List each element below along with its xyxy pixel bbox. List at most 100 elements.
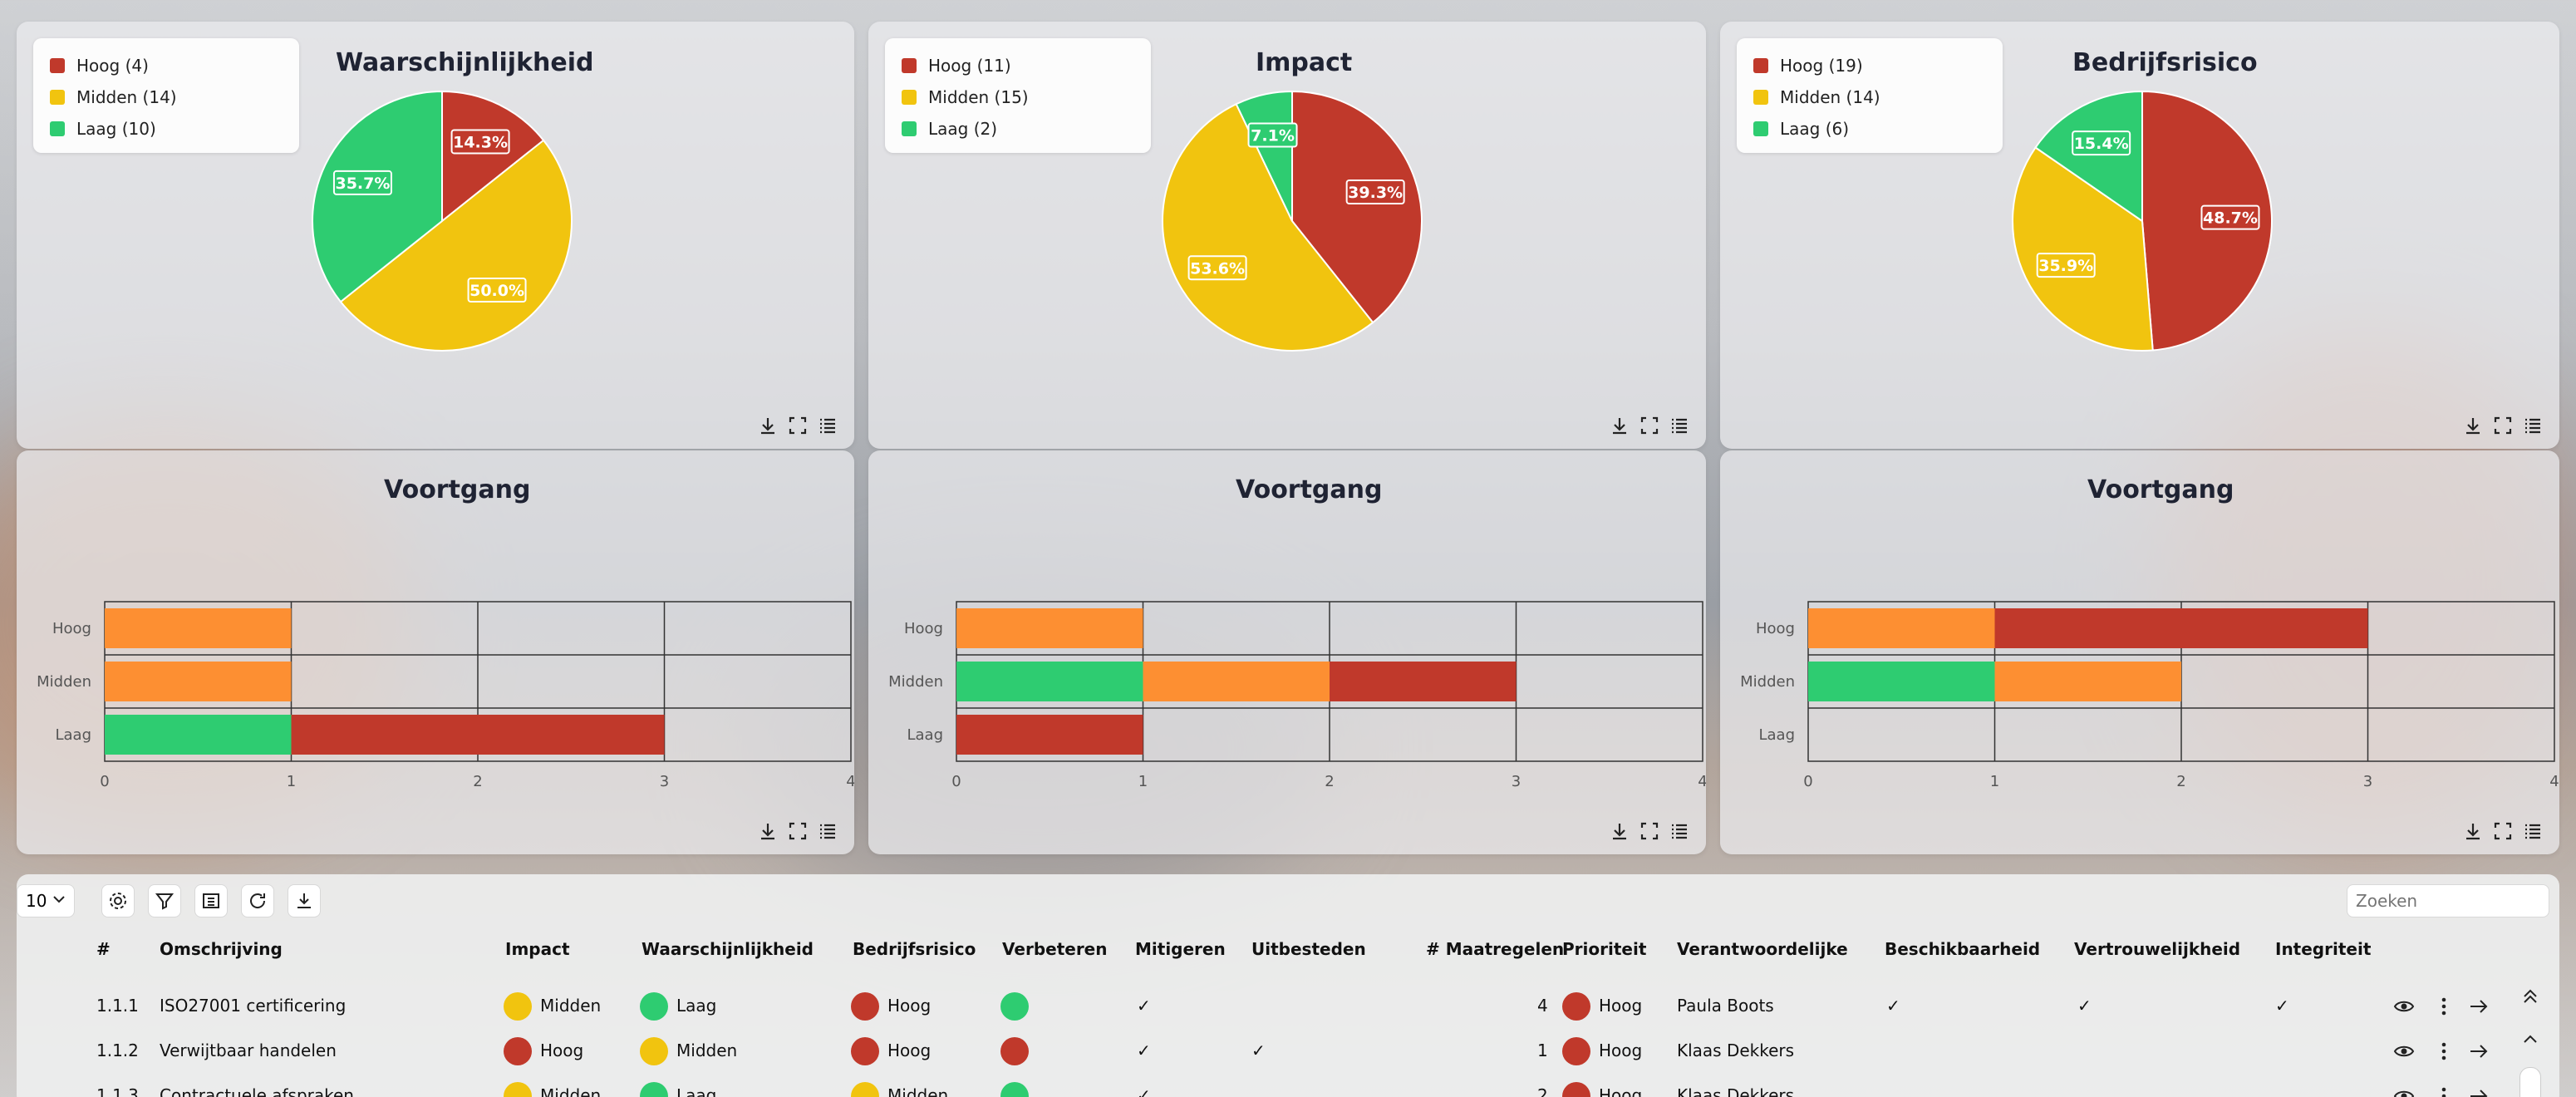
- col-header[interactable]: Impact: [505, 939, 570, 959]
- more-vertical-icon[interactable]: [2433, 1040, 2455, 1065]
- pie-slice[interactable]: [1162, 102, 1374, 352]
- legend-item-laag[interactable]: Laag (6): [1753, 113, 1986, 145]
- bar-segment[interactable]: [1994, 608, 2368, 648]
- legend-item-laag[interactable]: Laag (2): [902, 113, 1134, 145]
- fullscreen-icon[interactable]: [1639, 416, 1659, 435]
- data-table-icon[interactable]: [2523, 416, 2543, 435]
- legend-item-laag[interactable]: Laag (10): [50, 113, 283, 145]
- pie-slice[interactable]: [1291, 90, 1423, 324]
- legend-item-midden[interactable]: Midden (14): [50, 81, 283, 113]
- download-icon[interactable]: [1610, 416, 1630, 435]
- verbeteren-dot: [1000, 1037, 1029, 1065]
- table-row[interactable]: 1.1.3 Contractuele afspraken Midden Laag Mid…: [17, 1074, 2510, 1097]
- bar-segment[interactable]: [291, 715, 665, 755]
- scroll-top-icon[interactable]: [2521, 987, 2539, 1009]
- cell-bedrijfsrisico: Hoog: [887, 996, 932, 1016]
- waarschijnlijkheid-dot: [640, 1037, 668, 1065]
- fullscreen-icon[interactable]: [2493, 416, 2513, 435]
- filter-button[interactable]: [148, 884, 181, 917]
- legend-item-hoog[interactable]: Hoog (4): [50, 50, 283, 81]
- arrow-right-icon[interactable]: [2468, 1040, 2490, 1065]
- bar-segment[interactable]: [105, 662, 292, 701]
- pie-chart: 48.7% 35.9% 15.4%: [2012, 90, 2273, 352]
- col-header[interactable]: #: [96, 939, 111, 959]
- col-header[interactable]: Integriteit: [2275, 939, 2372, 959]
- legend-label: Hoog (11): [928, 56, 1011, 76]
- col-header[interactable]: # Maatregelen: [1426, 939, 1565, 959]
- bar-segment[interactable]: [956, 715, 1143, 755]
- col-header[interactable]: Omschrijving: [160, 939, 283, 959]
- x-tick-label: 1: [1990, 773, 1999, 790]
- slice-label-box: [467, 277, 527, 303]
- download-icon[interactable]: [2463, 821, 2483, 841]
- check-icon: ✓: [1137, 996, 1151, 1016]
- scroll-up-icon[interactable]: [2521, 1031, 2539, 1052]
- cell-maatregelen: 4: [1537, 996, 1548, 1016]
- bar-segment[interactable]: [956, 662, 1143, 701]
- fullscreen-icon[interactable]: [2493, 821, 2513, 841]
- legend-item-hoog[interactable]: Hoog (19): [1753, 50, 1986, 81]
- bar-segment[interactable]: [1143, 662, 1330, 701]
- fullscreen-icon[interactable]: [788, 821, 808, 841]
- legend-label: Midden (14): [1780, 87, 1880, 107]
- fullscreen-icon[interactable]: [1639, 821, 1659, 841]
- data-table-icon[interactable]: [818, 416, 838, 435]
- data-table-icon[interactable]: [818, 821, 838, 841]
- more-vertical-icon[interactable]: [2433, 996, 2455, 1021]
- bar-segment[interactable]: [956, 608, 1143, 648]
- arrow-right-icon[interactable]: [2468, 996, 2490, 1021]
- search-input[interactable]: [2347, 884, 2549, 917]
- columns-button[interactable]: [194, 884, 228, 917]
- slice-label-box: [332, 170, 392, 195]
- col-header[interactable]: Uitbesteden: [1251, 939, 1366, 959]
- bar-segment[interactable]: [105, 608, 292, 648]
- more-vertical-icon[interactable]: [2433, 1085, 2455, 1097]
- bar-segment[interactable]: [105, 715, 292, 755]
- slice-label-box: [1247, 122, 1298, 148]
- bar-segment[interactable]: [1330, 662, 1517, 701]
- page-size-select[interactable]: 10: [17, 884, 75, 917]
- pie-slice[interactable]: [2012, 146, 2154, 352]
- data-table-icon[interactable]: [1669, 416, 1689, 435]
- pie-slice[interactable]: [312, 90, 443, 303]
- bar-segment[interactable]: [1994, 662, 2182, 701]
- download-icon[interactable]: [2463, 416, 2483, 435]
- eye-icon[interactable]: [2393, 1085, 2415, 1097]
- col-header[interactable]: Waarschijnlijkheid: [642, 939, 814, 959]
- bar-segment[interactable]: [1808, 608, 1995, 648]
- col-header[interactable]: Vertrouwelijkheid: [2074, 939, 2241, 959]
- download-icon[interactable]: [758, 416, 778, 435]
- bar-segment[interactable]: [1808, 662, 1995, 701]
- col-header[interactable]: Beschikbaarheid: [1885, 939, 2041, 959]
- pie-slice[interactable]: [441, 90, 545, 224]
- table-row[interactable]: 1.1.2 Verwijtbaar handelen Hoog Midden Hoog ✓…: [17, 1029, 2510, 1074]
- table-row[interactable]: 1.1.1 ISO27001 certificering Midden Laag Hoo…: [17, 984, 2510, 1029]
- x-tick-label: 2: [2176, 773, 2185, 790]
- settings-button[interactable]: [101, 884, 135, 917]
- download-icon[interactable]: [758, 821, 778, 841]
- refresh-button[interactable]: [241, 884, 274, 917]
- col-header[interactable]: Verantwoordelijke: [1677, 939, 1848, 959]
- pie-slice[interactable]: [2034, 90, 2143, 223]
- legend-label: Laag (6): [1780, 119, 1850, 139]
- col-header[interactable]: Bedrijfsrisico: [853, 939, 976, 959]
- eye-icon[interactable]: [2393, 1040, 2415, 1065]
- fullscreen-icon[interactable]: [788, 416, 808, 435]
- col-header[interactable]: Verbeteren: [1002, 939, 1108, 959]
- legend-item-midden[interactable]: Midden (15): [902, 81, 1134, 113]
- export-button[interactable]: [288, 884, 321, 917]
- scrollbar[interactable]: [2518, 981, 2543, 1097]
- download-icon[interactable]: [1610, 821, 1630, 841]
- chart-title: Voortgang: [1236, 475, 1383, 504]
- eye-icon[interactable]: [2393, 996, 2415, 1021]
- legend-item-midden[interactable]: Midden (14): [1753, 81, 1986, 113]
- bar-card-3: Voortgang 0 1 2 3 4 Hoog Midden Laag: [1720, 450, 2559, 854]
- data-table-icon[interactable]: [2523, 821, 2543, 841]
- data-table-icon[interactable]: [1669, 821, 1689, 841]
- arrow-right-icon[interactable]: [2468, 1085, 2490, 1097]
- legend-item-hoog[interactable]: Hoog (11): [902, 50, 1134, 81]
- legend-label: Laag (2): [928, 119, 998, 139]
- col-header[interactable]: Prioriteit: [1562, 939, 1647, 959]
- col-header[interactable]: Mitigeren: [1135, 939, 1226, 959]
- scroll-thumb[interactable]: [2519, 1067, 2541, 1097]
